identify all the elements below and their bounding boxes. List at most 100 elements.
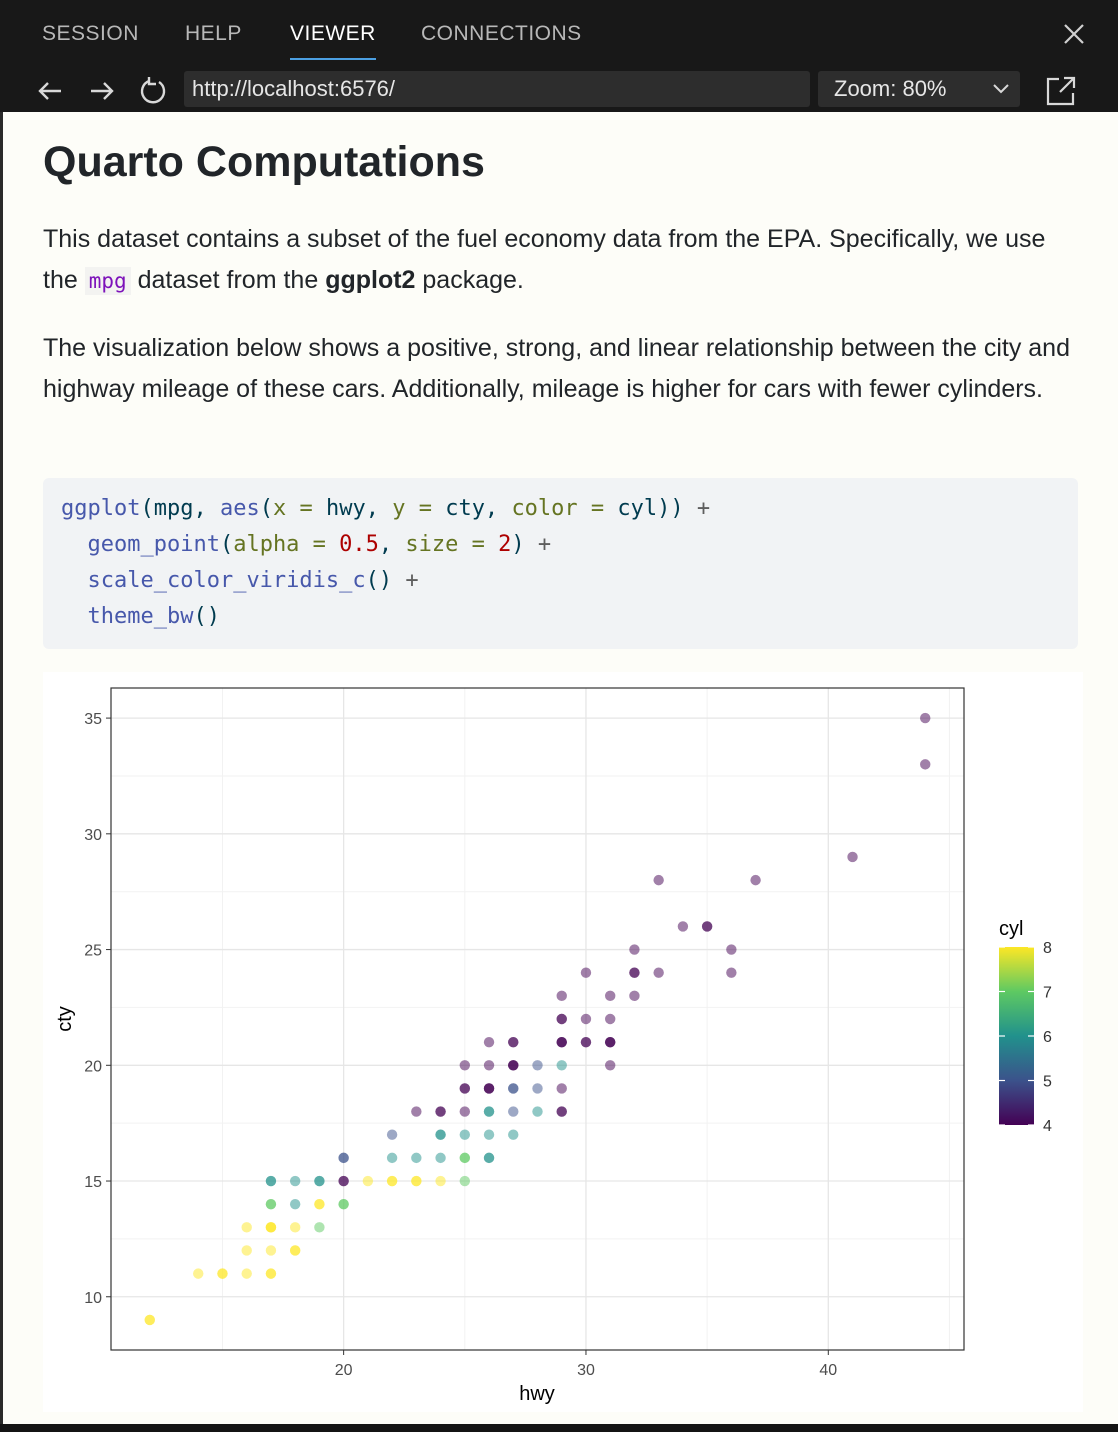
viewer-page: Quarto Computations This dataset contain… — [3, 112, 1118, 1424]
data-point — [750, 874, 761, 886]
data-point — [604, 1036, 616, 1048]
x-tick-label: 20 — [335, 1362, 353, 1379]
data-point — [435, 1152, 446, 1164]
data-point — [508, 1106, 519, 1117]
data-point — [265, 1175, 277, 1187]
data-point — [193, 1268, 204, 1279]
data-point — [265, 1268, 277, 1279]
description-paragraph: The visualization below shows a positive… — [43, 334, 1070, 403]
data-point — [411, 1106, 422, 1117]
legend-tick-label: 4 — [1043, 1118, 1052, 1135]
zoom-label: Zoom: 80% — [834, 76, 947, 101]
code-line-3: scale_color_viridis_c() + — [87, 568, 419, 593]
data-point — [362, 1175, 374, 1187]
data-point — [920, 712, 931, 724]
y-tick-label: 30 — [84, 827, 102, 844]
y-tick-label: 25 — [84, 943, 102, 960]
data-point — [556, 1106, 567, 1117]
data-point — [677, 921, 689, 932]
intro-text-1: This dataset contains a subset of the fu… — [43, 225, 1046, 294]
data-point — [483, 1106, 495, 1117]
data-point — [411, 1152, 422, 1164]
y-axis-label: cty — [54, 1006, 76, 1032]
intro-bold-ggplot2: ggplot2 — [325, 266, 416, 294]
data-point — [435, 1175, 446, 1187]
tab-session[interactable]: SESSION — [42, 22, 139, 45]
tab-connections[interactable]: CONNECTIONS — [421, 22, 582, 45]
data-point — [629, 990, 640, 1002]
y-tick-label: 15 — [84, 1174, 102, 1191]
data-point — [508, 1060, 519, 1071]
back-arrow-icon[interactable] — [35, 76, 65, 106]
inline-code-mpg: mpg — [84, 267, 131, 295]
data-point — [483, 1060, 495, 1071]
data-point — [217, 1268, 228, 1279]
data-point — [459, 1060, 471, 1071]
x-axis-label: hwy — [519, 1383, 555, 1405]
data-point — [459, 1152, 471, 1164]
tab-viewer[interactable]: VIEWER — [290, 22, 376, 60]
data-point — [241, 1222, 252, 1233]
data-point — [508, 1036, 519, 1048]
data-point — [580, 967, 592, 978]
data-point — [289, 1245, 301, 1256]
data-point — [144, 1314, 155, 1326]
data-point — [411, 1175, 422, 1187]
data-point — [483, 1083, 495, 1094]
data-point — [726, 967, 737, 978]
data-point — [920, 759, 931, 770]
data-point — [847, 851, 858, 863]
data-point — [508, 1129, 519, 1140]
data-point — [580, 1036, 592, 1048]
data-point — [483, 1129, 495, 1140]
pane-border — [0, 112, 3, 1424]
data-point — [556, 990, 567, 1002]
data-point — [556, 1060, 567, 1071]
data-point — [459, 1106, 471, 1117]
data-point — [314, 1175, 325, 1187]
data-point — [314, 1198, 325, 1210]
data-point — [314, 1222, 325, 1233]
bottom-border — [0, 1424, 1118, 1432]
data-point — [435, 1129, 446, 1140]
scatter-plot: 20 30 40 10 15 20 25 30 35 hwy cty cyl 8 7 6 5 4 — [43, 672, 1083, 1412]
data-point — [604, 1013, 616, 1025]
data-point — [338, 1175, 349, 1187]
data-point — [265, 1222, 277, 1233]
data-point — [386, 1152, 398, 1164]
close-icon[interactable] — [1060, 20, 1088, 48]
data-point — [435, 1106, 446, 1117]
data-point — [556, 1013, 567, 1025]
data-point — [532, 1106, 543, 1117]
data-point — [701, 921, 713, 932]
data-point — [604, 990, 616, 1002]
code-block: ggplot(mpg, aes(x = hwy, y = cty, color … — [43, 478, 1078, 649]
tab-help[interactable]: HELP — [185, 22, 242, 45]
legend-title: cyl — [999, 918, 1023, 940]
legend-tick-label: 5 — [1043, 1074, 1052, 1091]
forward-arrow-icon[interactable] — [87, 76, 117, 106]
data-point — [289, 1175, 301, 1187]
data-point — [726, 944, 737, 955]
legend-tick-label: 7 — [1043, 985, 1052, 1002]
data-point — [241, 1268, 252, 1279]
legend-tick-label: 8 — [1043, 940, 1052, 957]
data-point — [604, 1060, 616, 1071]
url-field[interactable]: http://localhost:6576/ — [184, 71, 810, 107]
zoom-select[interactable]: Zoom: 80% — [818, 71, 1020, 107]
intro-paragraph: This dataset contains a subset of the fu… — [43, 219, 1073, 302]
viewer-toolbar: http://localhost:6576/ Zoom: 80% — [0, 70, 1118, 112]
data-point — [265, 1245, 277, 1256]
data-point — [386, 1129, 398, 1140]
data-point — [483, 1036, 495, 1048]
data-point — [556, 1036, 567, 1048]
code-line-2: geom_point(alpha = 0.5, size = 2) + — [87, 532, 552, 557]
open-in-new-window-icon[interactable] — [1044, 74, 1078, 108]
data-point — [289, 1222, 301, 1233]
refresh-icon[interactable] — [138, 76, 168, 106]
code-line-1: ggplot(mpg, aes(x = hwy, y = cty, color … — [61, 496, 711, 521]
data-point — [289, 1198, 301, 1210]
data-point — [338, 1198, 349, 1210]
y-tick-label: 10 — [84, 1290, 102, 1307]
intro-text-2: dataset from the — [130, 266, 326, 294]
